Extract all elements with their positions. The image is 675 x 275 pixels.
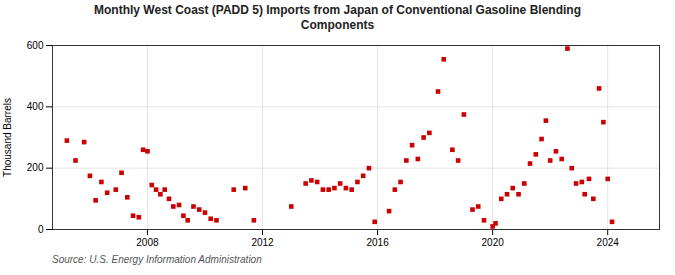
svg-text:2016: 2016	[366, 237, 389, 248]
html-text:Source: U.S. Energy Informatio: Source: U.S. Energy Information Administ…	[52, 254, 262, 265]
html-text:Monthly West Coast (PADD 5) Im: Monthly West Coast (PADD 5) Imports from…	[94, 3, 581, 32]
svg-text:2024: 2024	[597, 237, 620, 248]
svg-text:600: 600	[27, 40, 44, 51]
svg-text:200: 200	[27, 162, 44, 173]
svg-text:400: 400	[27, 101, 44, 112]
svg-text:2012: 2012	[251, 237, 274, 248]
svg-text:0: 0	[38, 224, 44, 235]
svg-text:Thousand Barrels: Thousand Barrels	[2, 98, 13, 177]
svg-text:2020: 2020	[482, 237, 505, 248]
svg-text:2008: 2008	[136, 237, 159, 248]
